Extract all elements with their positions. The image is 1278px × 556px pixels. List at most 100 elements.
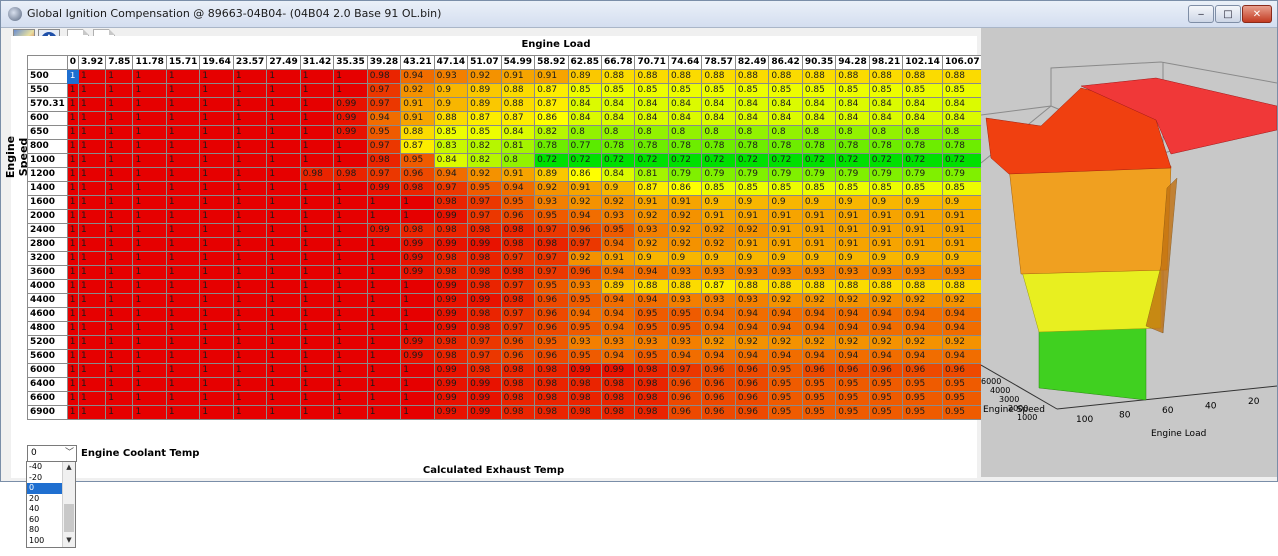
chevron-down-icon[interactable]: ﹀ — [64, 448, 74, 458]
table-cell[interactable]: 0.94 — [868, 349, 904, 364]
table-cell[interactable]: 1 — [299, 153, 335, 168]
table-cell[interactable]: 0.91 — [902, 209, 943, 224]
table-cell[interactable]: 0.79 — [701, 167, 736, 182]
table-cell[interactable]: 0.93 — [600, 209, 636, 224]
table-cell[interactable]: 0.96 — [701, 391, 736, 406]
table-cell[interactable]: 1 — [366, 279, 402, 294]
table-cell[interactable]: 0.96 — [567, 223, 603, 238]
table-cell[interactable]: 1 — [333, 307, 368, 322]
table-cell[interactable]: 1 — [366, 237, 402, 252]
table-cell[interactable]: 0.72 — [701, 153, 736, 168]
table-cell[interactable]: 0.98 — [433, 335, 469, 350]
table-cell[interactable]: 1 — [77, 377, 107, 392]
table-cell[interactable]: 1 — [232, 223, 268, 238]
table-cell[interactable]: 1 — [66, 321, 80, 336]
table-cell[interactable]: 0.93 — [701, 265, 736, 280]
table-cell[interactable]: 0.8 — [835, 125, 870, 140]
table-cell[interactable]: 0.95 — [868, 405, 904, 420]
table-cell[interactable]: 0.92 — [801, 335, 837, 350]
table-cell[interactable]: 0.93 — [667, 265, 703, 280]
table-cell[interactable]: 0.92 — [701, 237, 736, 252]
table-cell[interactable]: 0.88 — [701, 69, 736, 84]
table-cell[interactable]: 0.94 — [868, 307, 904, 322]
table-cell[interactable]: 0.93 — [734, 265, 770, 280]
table-cell[interactable]: 0.94 — [768, 321, 803, 336]
table-cell[interactable]: 0.92 — [768, 293, 803, 308]
table-cell[interactable]: 0.95 — [567, 349, 603, 364]
table-cell[interactable]: 1 — [66, 139, 80, 154]
table-cell[interactable]: 0.98 — [433, 251, 469, 266]
table-cell[interactable]: 0.9 — [902, 195, 943, 210]
table-cell[interactable]: 0.8 — [634, 125, 669, 140]
table-cell[interactable]: 0.94 — [902, 307, 943, 322]
table-cell[interactable]: 0.99 — [433, 363, 469, 378]
table-cell[interactable]: 0.94 — [500, 181, 536, 196]
table-cell[interactable]: 0.97 — [534, 265, 569, 280]
table-cell[interactable]: 0.84 — [634, 111, 669, 126]
table-cell[interactable]: 0.98 — [467, 265, 502, 280]
table-cell[interactable]: 0.91 — [400, 111, 435, 126]
table-cell[interactable]: 0.85 — [667, 83, 703, 98]
table-cell[interactable]: 0.88 — [600, 69, 636, 84]
table-cell[interactable]: 0.92 — [835, 293, 870, 308]
dropdown-option[interactable]: 80 — [29, 525, 40, 534]
table-cell[interactable]: 0.99 — [433, 377, 469, 392]
table-cell[interactable]: 1 — [232, 293, 268, 308]
table-cell[interactable]: 1 — [165, 209, 201, 224]
table-cell[interactable]: 0.9 — [868, 195, 904, 210]
table-cell[interactable]: 0.94 — [400, 69, 435, 84]
table-cell[interactable]: 1 — [77, 153, 107, 168]
table-cell[interactable]: 1 — [165, 237, 201, 252]
table-cell[interactable]: 0.83 — [433, 139, 469, 154]
table-cell[interactable]: 1 — [66, 181, 80, 196]
table-cell[interactable]: 0.78 — [667, 139, 703, 154]
table-cell[interactable]: 0.96 — [534, 307, 569, 322]
dropdown-option[interactable]: 20 — [29, 493, 40, 503]
table-cell[interactable]: 0.79 — [868, 167, 904, 182]
table-cell[interactable]: 0.94 — [835, 307, 870, 322]
table-cell[interactable]: 0.96 — [801, 363, 837, 378]
table-cell[interactable]: 1 — [266, 321, 301, 336]
table-cell[interactable]: 1 — [266, 251, 301, 266]
table-cell[interactable]: 0.95 — [768, 405, 803, 420]
table-cell[interactable]: 0.9 — [433, 83, 469, 98]
table-cell[interactable]: 0.94 — [941, 349, 983, 364]
table-cell[interactable]: 0.85 — [941, 181, 983, 196]
table-cell[interactable]: 0.98 — [433, 349, 469, 364]
table-cell[interactable]: 1 — [66, 223, 80, 238]
table-cell[interactable]: 1 — [333, 69, 368, 84]
table-cell[interactable]: 0.98 — [433, 265, 469, 280]
table-cell[interactable]: 1 — [77, 209, 107, 224]
table-cell[interactable]: 1 — [165, 377, 201, 392]
table-cell[interactable]: 0.88 — [433, 111, 469, 126]
table-cell[interactable]: 0.85 — [768, 83, 803, 98]
table-cell[interactable]: 1 — [105, 321, 134, 336]
table-cell[interactable]: 1 — [105, 223, 134, 238]
table-cell[interactable]: 0.95 — [667, 321, 703, 336]
table-cell[interactable]: 1 — [199, 181, 234, 196]
table-cell[interactable]: 0.94 — [801, 307, 837, 322]
table-cell[interactable]: 1 — [299, 209, 335, 224]
table-cell[interactable]: 1 — [105, 279, 134, 294]
table-cell[interactable]: 1 — [333, 153, 368, 168]
table-cell[interactable]: 1 — [299, 307, 335, 322]
table-cell[interactable]: 0.85 — [600, 83, 636, 98]
table-cell[interactable]: 0.92 — [667, 223, 703, 238]
table-cell[interactable]: 0.84 — [941, 111, 983, 126]
table-cell[interactable]: 0.91 — [667, 195, 703, 210]
table-cell[interactable]: 0.85 — [701, 83, 736, 98]
table-cell[interactable]: 1 — [132, 363, 167, 378]
table-cell[interactable]: 0.93 — [567, 279, 603, 294]
table-cell[interactable]: 1 — [333, 181, 368, 196]
table-cell[interactable]: 1 — [199, 209, 234, 224]
table-cell[interactable]: 0.95 — [634, 349, 669, 364]
table-cell[interactable]: 1 — [400, 321, 435, 336]
table-cell[interactable]: 0.84 — [801, 111, 837, 126]
table-cell[interactable]: 0.85 — [835, 181, 870, 196]
table-cell[interactable]: 1 — [232, 139, 268, 154]
table-cell[interactable]: 0.97 — [567, 237, 603, 252]
table-cell[interactable]: 0.84 — [868, 111, 904, 126]
coolant-temp-select[interactable]: 0 ﹀ — [27, 445, 77, 462]
table-cell[interactable]: 0.9 — [701, 195, 736, 210]
table-cell[interactable]: 0.84 — [768, 97, 803, 112]
